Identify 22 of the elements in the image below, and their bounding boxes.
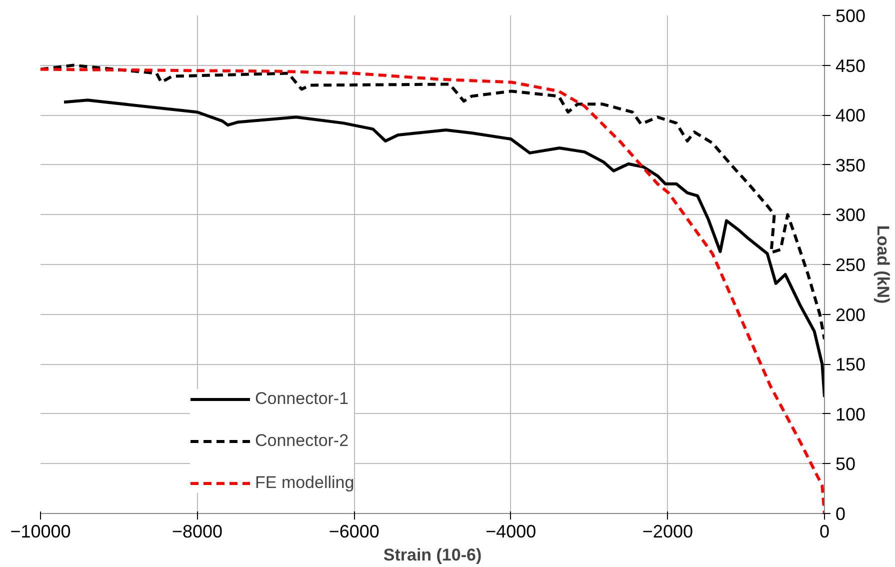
x-tick-label: −6000 xyxy=(328,522,380,542)
y-tick-label: 0 xyxy=(836,504,846,524)
y-tick-label: 50 xyxy=(836,454,856,474)
x-axis-title: Strain (10-6) xyxy=(383,546,482,564)
y-tick-label: 150 xyxy=(836,354,866,375)
legend-label: FE modelling xyxy=(255,473,354,493)
y-tick-label: 200 xyxy=(836,304,866,325)
x-tick-label: −8000 xyxy=(172,522,223,542)
y-tick-label: 450 xyxy=(836,56,866,76)
y-axis-title: Load (kN) xyxy=(874,225,893,304)
x-tick-label: −2000 xyxy=(642,522,693,542)
x-tick-label: −4000 xyxy=(486,522,536,542)
legend-label: Connector-1 xyxy=(255,389,349,409)
y-tick-label: 100 xyxy=(836,404,866,424)
y-tick-label: 250 xyxy=(836,255,866,275)
y-tick-label: 300 xyxy=(836,205,866,226)
y-tick-label: 350 xyxy=(836,155,866,176)
y-tick-label: 400 xyxy=(836,106,866,126)
x-tick-label: −10000 xyxy=(10,522,71,542)
x-tick-label: 0 xyxy=(819,522,830,542)
y-tick-label: 500 xyxy=(836,6,866,26)
legend-label: Connector-2 xyxy=(255,431,349,451)
